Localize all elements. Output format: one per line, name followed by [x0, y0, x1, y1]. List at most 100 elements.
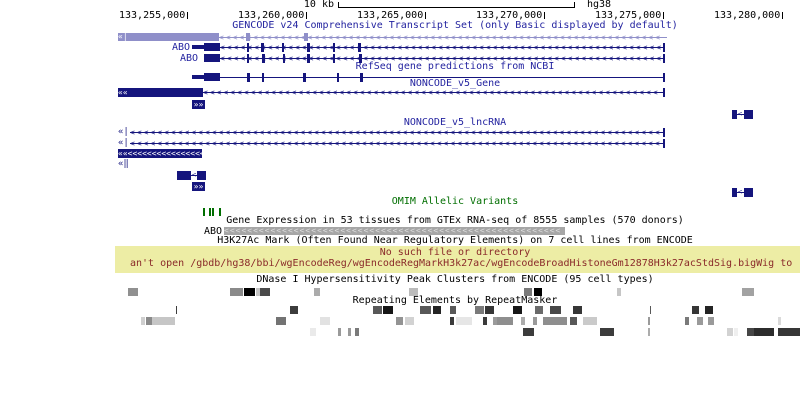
- repeat-element[interactable]: [373, 306, 382, 314]
- clipped-item-glyph[interactable]: «‖: [118, 159, 129, 169]
- exon-tick[interactable]: [219, 208, 221, 216]
- gene-label[interactable]: ABO: [171, 42, 190, 53]
- repeat-element[interactable]: [310, 328, 316, 336]
- dnase-peak[interactable]: [314, 288, 320, 296]
- repeat-element[interactable]: [433, 306, 441, 314]
- exon-tick[interactable]: [247, 43, 249, 52]
- exon-tick[interactable]: [663, 73, 665, 82]
- clipped-item-glyph[interactable]: «|: [118, 127, 129, 137]
- exon-tick[interactable]: [663, 128, 665, 137]
- exon-tick[interactable]: [283, 54, 285, 63]
- gene-label[interactable]: ABO: [203, 226, 222, 237]
- exon-tick[interactable]: [337, 73, 339, 82]
- intron-line[interactable]: <<<<<<<<<<<<<<<<<<<<<<<<<<<<<<<<<<<<<<<<…: [220, 54, 663, 63]
- linked-exon-connector[interactable]: [191, 175, 197, 176]
- repeat-element[interactable]: [550, 306, 561, 314]
- intron-line[interactable]: <<<<<<<<<<<<<<<<<<<<<<<<<<<<<<<<<<<<<<<<…: [203, 88, 663, 97]
- repeat-element[interactable]: [535, 306, 543, 314]
- linked-exon-box[interactable]: [197, 171, 206, 180]
- exon-bar[interactable]: [192, 45, 204, 49]
- gene-label[interactable]: ABO: [179, 53, 198, 64]
- exon-tick[interactable]: [262, 73, 264, 82]
- repeat-element[interactable]: [543, 317, 567, 325]
- intron-line[interactable]: <<<<<<<<<<<<<<<<<<<<<<<<<<<<<<<<<<<<<<<<…: [130, 128, 663, 137]
- intron-line[interactable]: [220, 77, 664, 78]
- dnase-peak[interactable]: [256, 288, 260, 296]
- exon-bar[interactable]: [204, 54, 220, 62]
- repeat-element[interactable]: [450, 317, 454, 325]
- exon-tick[interactable]: [663, 139, 665, 148]
- dnase-peak[interactable]: [742, 288, 754, 296]
- repeat-element[interactable]: [456, 317, 472, 325]
- dnase-peak[interactable]: [617, 288, 621, 296]
- exon-bar[interactable]: »»: [192, 182, 205, 191]
- repeat-element[interactable]: [420, 306, 431, 314]
- repeat-element[interactable]: [521, 317, 525, 325]
- exon-bar[interactable]: »»: [192, 100, 205, 109]
- dnase-peak[interactable]: [244, 288, 255, 296]
- repeat-element[interactable]: [650, 306, 651, 314]
- linked-exon-box[interactable]: [177, 171, 191, 180]
- intron-line[interactable]: <<<<<<<<<<<<<<<<<<<<<<<<<<<<<<<<<<<<<<<<…: [219, 33, 667, 42]
- repeat-element[interactable]: [734, 328, 738, 336]
- exon-bar[interactable]: ««<<<<<<<<<<<<<<<<: [118, 149, 202, 158]
- exon-tick[interactable]: [359, 54, 362, 63]
- intron-line[interactable]: <<<<<<<<<<<<<<<<<<<<<<<<<<<<<<<<<<<<<<<<…: [220, 43, 663, 52]
- exon-tick[interactable]: [203, 208, 205, 216]
- exon-tick[interactable]: [261, 43, 264, 52]
- repeat-element[interactable]: [497, 317, 513, 325]
- repeat-element[interactable]: [727, 328, 733, 336]
- dnase-peak[interactable]: [230, 288, 243, 296]
- repeat-element[interactable]: [405, 317, 414, 325]
- exon-bar[interactable]: [204, 43, 220, 51]
- repeat-element[interactable]: [146, 317, 152, 325]
- repeat-element[interactable]: [533, 317, 537, 325]
- repeat-element[interactable]: [383, 306, 393, 314]
- exon-tick[interactable]: [333, 54, 335, 63]
- exon-tick[interactable]: [333, 43, 335, 52]
- repeat-element[interactable]: [290, 306, 298, 314]
- repeat-element[interactable]: [692, 306, 699, 314]
- repeat-element[interactable]: [483, 317, 487, 325]
- repeat-element[interactable]: [276, 317, 286, 325]
- repeat-element[interactable]: [754, 328, 774, 336]
- exon-tick[interactable]: [307, 43, 310, 52]
- repeat-element[interactable]: [573, 306, 582, 314]
- exon-tick[interactable]: [212, 208, 214, 216]
- repeat-element[interactable]: [708, 317, 714, 325]
- repeat-element[interactable]: [583, 317, 597, 325]
- repeat-element[interactable]: [355, 328, 359, 336]
- repeat-element[interactable]: [697, 317, 703, 325]
- dnase-peak[interactable]: [260, 288, 270, 296]
- repeat-element[interactable]: [648, 328, 650, 336]
- gtex-expression-bar[interactable]: <<<<<<<<<<<<<<<<<<<<<<<<<<<<<<<<<<<<<<<<…: [224, 227, 565, 235]
- repeat-element[interactable]: [176, 306, 177, 314]
- exon-tick[interactable]: [307, 54, 310, 63]
- linked-exon-box[interactable]: [732, 110, 737, 119]
- exon-tick[interactable]: [247, 73, 250, 82]
- exon-tick[interactable]: [663, 54, 665, 63]
- repeat-element[interactable]: [485, 306, 494, 314]
- repeat-element[interactable]: [338, 328, 341, 336]
- intron-line[interactable]: <<<<<<<<<<<<<<<<<<<<<<<<<<<<<<<<<<<<<<<<…: [130, 139, 663, 148]
- linked-exon-box[interactable]: [744, 110, 753, 119]
- exon-tick[interactable]: [246, 33, 250, 41]
- repeat-element[interactable]: [450, 306, 456, 314]
- exon-tick[interactable]: [360, 73, 363, 82]
- repeat-element[interactable]: [141, 317, 145, 325]
- exon-bar[interactable]: [204, 73, 220, 81]
- exon-tick[interactable]: [303, 73, 306, 82]
- repeat-element[interactable]: [600, 328, 614, 336]
- exon-bar[interactable]: [192, 75, 204, 79]
- repeat-element[interactable]: [493, 317, 497, 325]
- exon-tick[interactable]: [209, 208, 211, 216]
- exon-tick[interactable]: [663, 88, 665, 97]
- exon-tick[interactable]: [304, 33, 308, 41]
- dnase-peak[interactable]: [524, 288, 532, 296]
- exon-tick[interactable]: [247, 54, 249, 63]
- repeat-element[interactable]: [475, 306, 484, 314]
- repeat-element[interactable]: [570, 317, 577, 325]
- exon-tick[interactable]: [358, 43, 361, 52]
- repeat-element[interactable]: [705, 306, 713, 314]
- dnase-peak[interactable]: [534, 288, 542, 296]
